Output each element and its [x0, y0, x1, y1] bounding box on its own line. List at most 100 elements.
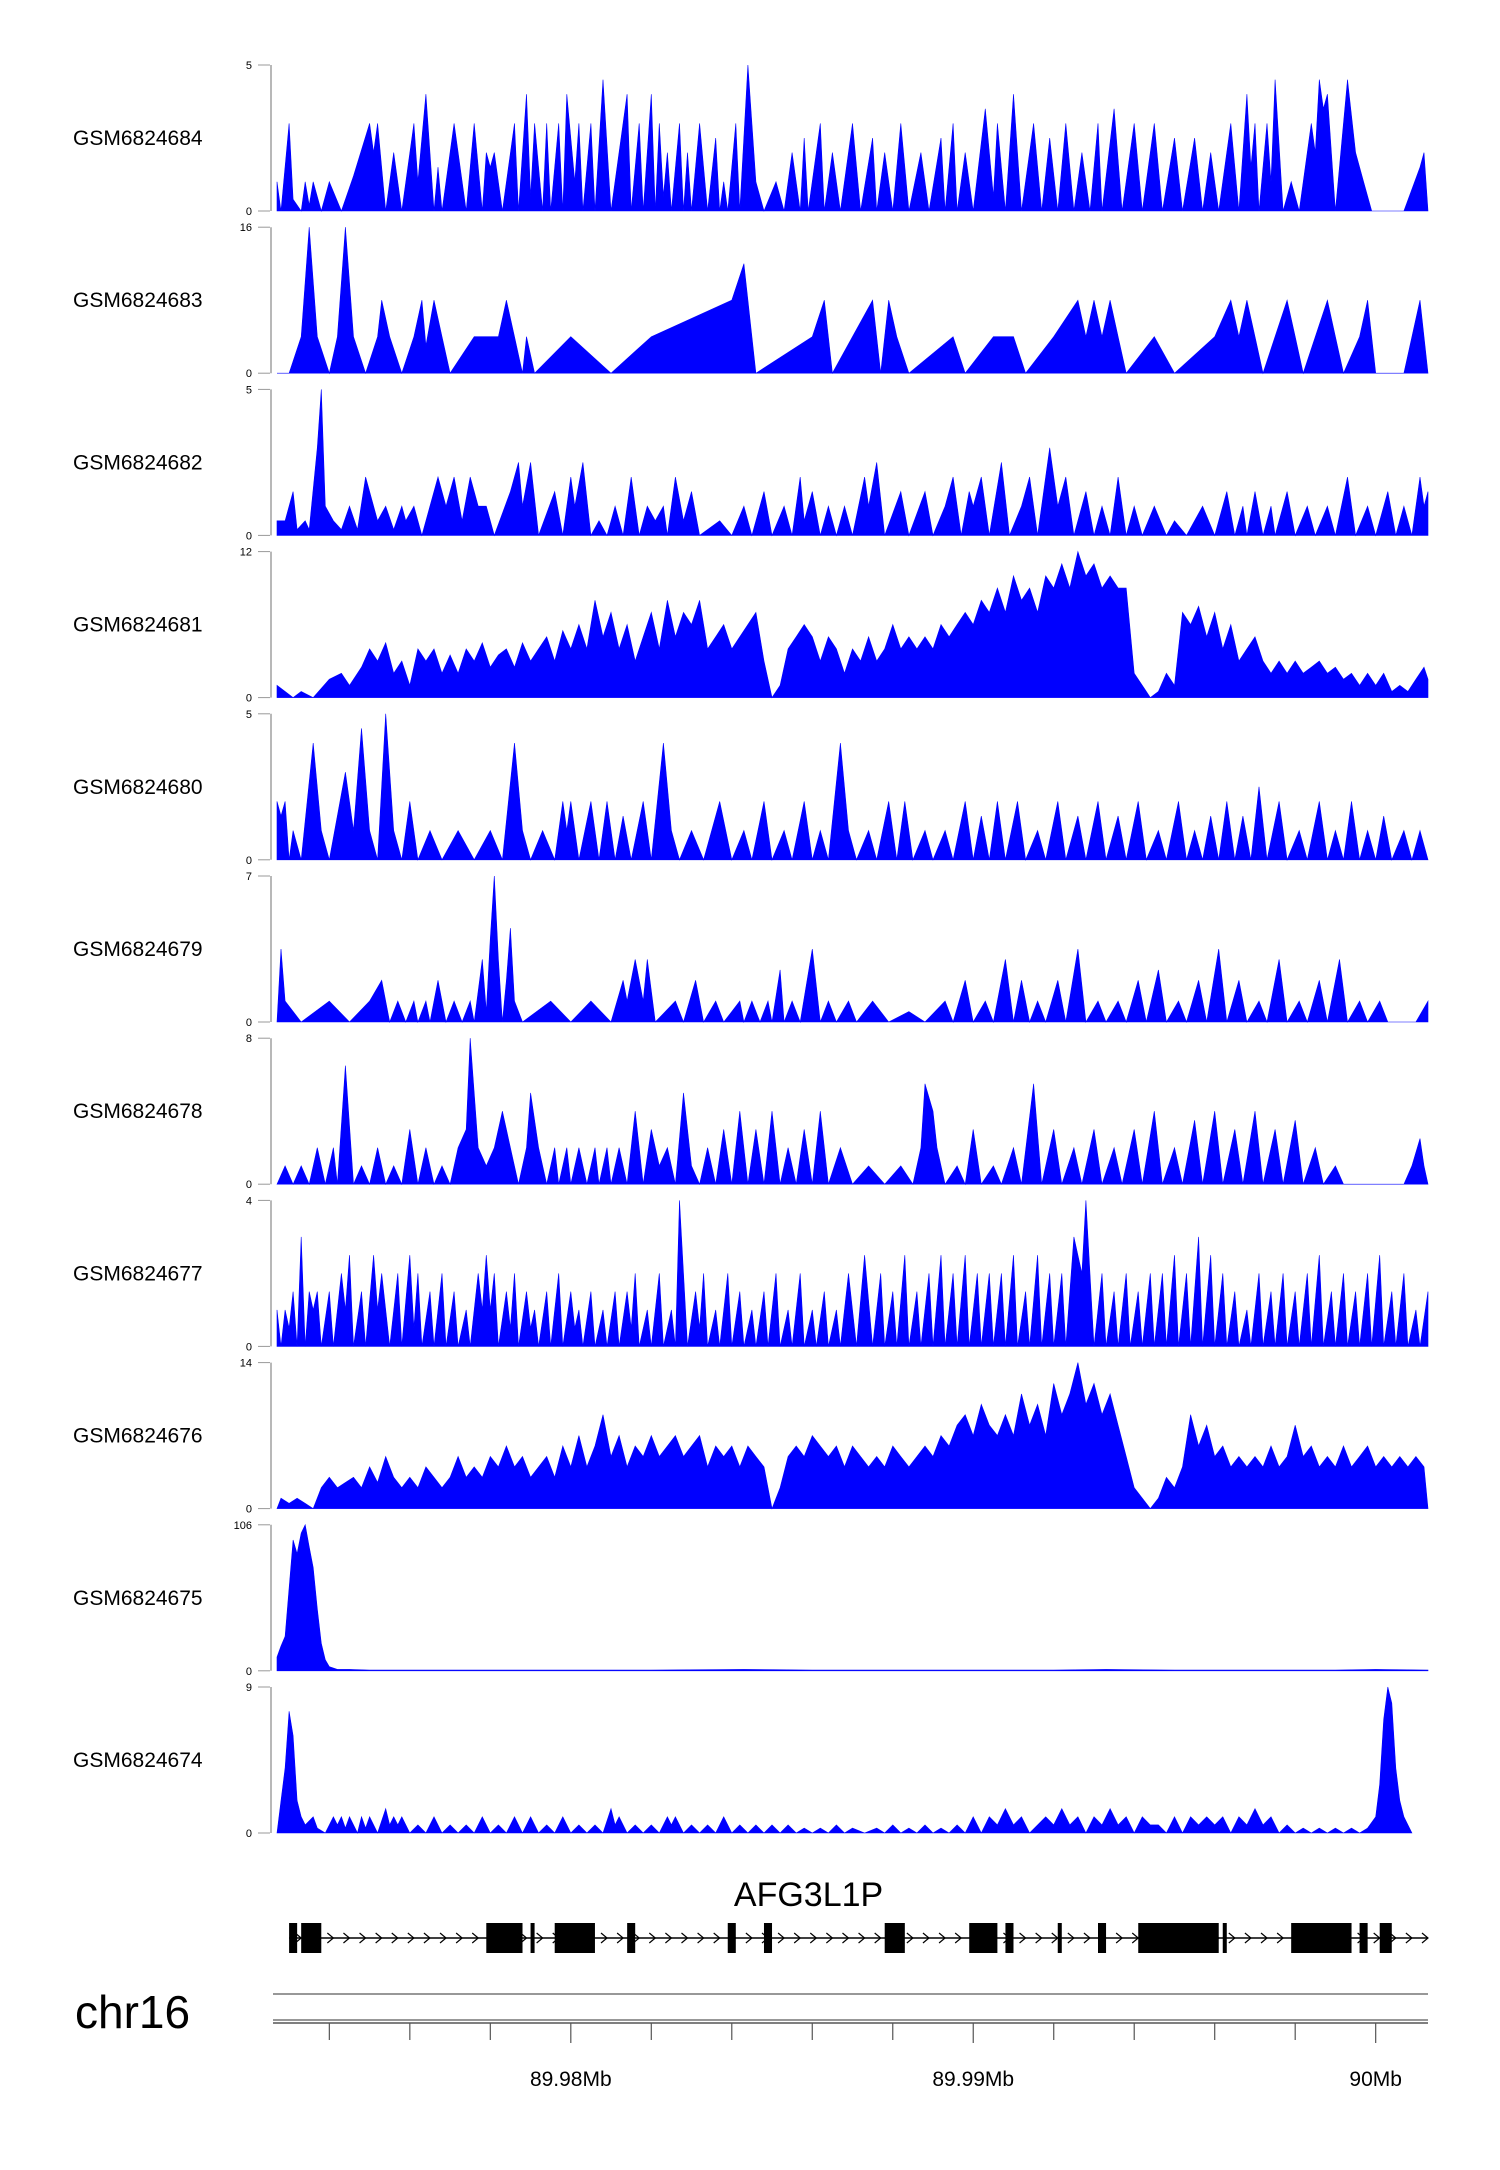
strand-arrow	[1228, 1932, 1236, 1944]
coverage-area	[276, 1523, 1429, 1672]
strand-arrow	[1051, 1932, 1059, 1944]
strand-arrow	[471, 1932, 480, 1944]
strand-arrow	[375, 1932, 383, 1944]
exon	[289, 1923, 298, 1953]
strand-arrow	[697, 1932, 705, 1944]
y-max-label: 4	[246, 1195, 252, 1207]
gene-track: AFG3L1P	[289, 1876, 1429, 1953]
y-min-label: 0	[246, 1179, 252, 1191]
strand-arrow	[858, 1932, 866, 1944]
strand-arrow	[906, 1932, 914, 1944]
strand-arrow	[1083, 1932, 1091, 1944]
strand-arrow	[745, 1932, 753, 1944]
strand-arrow	[632, 1932, 641, 1944]
strand-arrow	[1244, 1932, 1252, 1944]
exon	[884, 1923, 905, 1953]
axis-tick-label: 89.99Mb	[932, 2068, 1014, 2091]
strand-arrow	[423, 1932, 431, 1944]
track-GSM6824676: GSM6824676 14 0	[73, 1358, 1429, 1516]
strand-arrow	[809, 1932, 818, 1944]
strand-arrow	[391, 1932, 399, 1944]
track-GSM6824674: GSM6824674 9 0	[73, 1682, 1413, 1840]
track-label: GSM6824676	[73, 1425, 203, 1448]
strand-arrow	[793, 1932, 802, 1944]
gene-model	[289, 1923, 1429, 1953]
y-min-label: 0	[246, 368, 252, 380]
strand-arrow	[825, 1932, 834, 1944]
strand-arrow	[954, 1932, 963, 1944]
strand-arrow	[681, 1932, 689, 1944]
strand-arrow	[1019, 1932, 1027, 1944]
exon	[1222, 1923, 1227, 1953]
track-label: GSM6824680	[73, 776, 203, 799]
y-max-label: 16	[240, 222, 252, 234]
strand-arrow	[1276, 1932, 1285, 1944]
exon	[301, 1923, 322, 1953]
coverage-area	[276, 389, 1429, 537]
track-GSM6824684: GSM6824684 5 0	[73, 60, 1429, 218]
y-min-label: 0	[246, 530, 252, 542]
exon	[727, 1923, 736, 1953]
strand-arrow	[1067, 1932, 1075, 1944]
track-label: GSM6824678	[73, 1100, 203, 1123]
strand-arrow	[359, 1932, 367, 1944]
coverage-tracks: GSM682468450GSM6824683160GSM682468250GSM…	[73, 60, 1429, 1840]
track-GSM6824677: GSM6824677 4 0	[73, 1195, 1429, 1353]
y-max-label: 5	[246, 709, 252, 721]
y-max-label: 12	[240, 547, 252, 559]
track-label: GSM6824677	[73, 1262, 203, 1285]
exon	[1291, 1923, 1352, 1953]
exon	[1005, 1923, 1014, 1953]
y-min-label: 0	[246, 1504, 252, 1516]
track-label: GSM6824684	[73, 127, 203, 150]
y-max-label: 14	[240, 1358, 252, 1370]
strand-arrow	[343, 1932, 351, 1944]
exon	[763, 1923, 773, 1953]
strand-arrow	[616, 1932, 625, 1944]
coverage-area	[276, 1362, 1429, 1510]
track-GSM6824681: GSM6824681 12 0	[73, 547, 1429, 705]
strand-arrow	[520, 1932, 528, 1944]
track-GSM6824675: GSM6824675 106 0	[73, 1520, 1429, 1678]
track-label: GSM6824682	[73, 451, 203, 474]
gene-label: AFG3L1P	[734, 1876, 883, 1914]
axis-ticks: 89.98Mb 89.99Mb 90Mb	[328, 2023, 1402, 2091]
strand-arrow	[938, 1932, 946, 1944]
coverage-area	[276, 875, 1429, 1024]
coverage-area	[276, 64, 1429, 213]
track-GSM6824683: GSM6824683 16 0	[73, 222, 1429, 380]
strand-arrow	[1421, 1932, 1429, 1944]
coverage-area	[276, 1038, 1429, 1186]
strand-arrow	[536, 1932, 544, 1944]
y-min-label: 0	[246, 1017, 252, 1029]
track-label: GSM6824674	[73, 1749, 203, 1772]
y-min-label: 0	[246, 1341, 252, 1353]
strand-arrow	[648, 1932, 657, 1944]
track-label: GSM6824681	[73, 614, 203, 637]
strand-arrow	[1131, 1932, 1140, 1944]
y-max-label: 5	[246, 384, 252, 396]
exon	[627, 1923, 636, 1953]
strand-arrow	[1035, 1932, 1043, 1944]
strand-arrow	[922, 1932, 930, 1944]
exon	[1379, 1923, 1392, 1953]
y-max-label: 5	[246, 60, 252, 72]
strand-arrow	[665, 1932, 673, 1944]
strand-arrow	[1373, 1932, 1381, 1944]
exon	[1098, 1923, 1107, 1953]
genome-axis: 89.98Mb 89.99Mb 90Mb	[273, 2022, 1428, 2091]
strand-arrow	[1389, 1932, 1397, 1944]
y-max-label: 7	[246, 871, 252, 883]
strand-arrow	[874, 1932, 882, 1944]
exon	[486, 1923, 523, 1953]
y-max-label: 8	[246, 1033, 252, 1045]
strand-arrow	[294, 1932, 303, 1944]
exon	[1057, 1923, 1062, 1953]
strand-arrow	[1405, 1932, 1413, 1944]
strand-arrow	[455, 1932, 464, 1944]
track-label: GSM6824683	[73, 289, 203, 312]
exon	[530, 1923, 535, 1953]
strand-arrow	[1260, 1932, 1268, 1944]
track-GSM6824679: GSM6824679 7 0	[73, 871, 1429, 1029]
chromosome-ideogram: chr16	[75, 1986, 1428, 2038]
